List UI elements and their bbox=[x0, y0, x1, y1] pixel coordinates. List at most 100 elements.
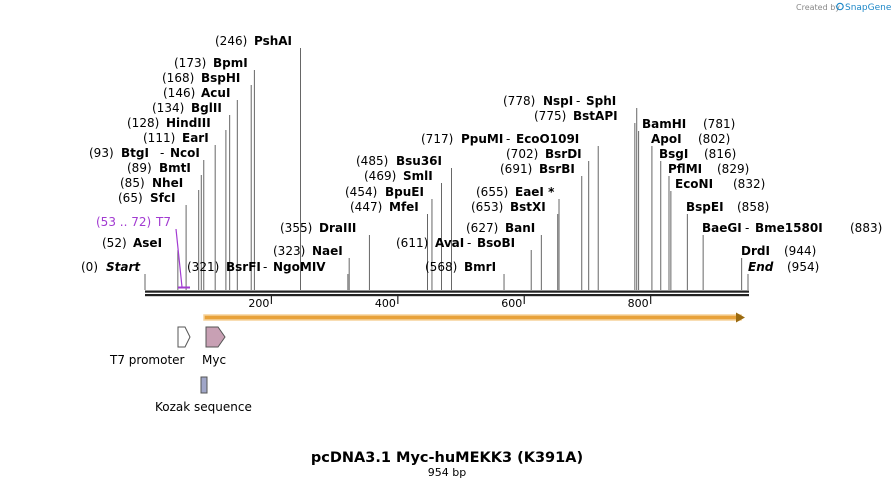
site-position: (944) bbox=[784, 244, 816, 258]
site-position: (89) bbox=[127, 161, 152, 175]
ruler: 200 400 600 800 bbox=[248, 296, 652, 310]
site-naei[interactable]: (323) NaeI bbox=[273, 244, 343, 258]
site-position: (816) bbox=[704, 147, 736, 161]
site-pflmi[interactable]: (829) PflMI bbox=[668, 162, 749, 176]
site-bsphi[interactable]: (168) BspHI bbox=[162, 71, 240, 85]
site-position: (568) bbox=[425, 260, 457, 274]
site-sfci[interactable]: (65) SfcI bbox=[118, 191, 175, 205]
ruler-tick-label: 800 bbox=[628, 297, 649, 310]
site-enzyme-name: BglII bbox=[191, 101, 222, 115]
map-subtitle: 954 bp bbox=[428, 466, 466, 479]
site-bani[interactable]: (627) BanI bbox=[466, 221, 535, 235]
site-position: (173) bbox=[174, 56, 206, 70]
site-eari[interactable]: (111) EarI bbox=[143, 131, 209, 145]
site-eaei-[interactable]: (655) EaeI * bbox=[476, 185, 555, 199]
site-enzyme-name: PflMI bbox=[668, 162, 702, 176]
site-position: (246) bbox=[215, 34, 247, 48]
site-bstapi[interactable]: (775) BstAPI bbox=[534, 109, 618, 123]
site-position: (168) bbox=[162, 71, 194, 85]
site-enzyme-name: BanI bbox=[505, 221, 535, 235]
end-position: (954) bbox=[787, 260, 819, 274]
site-asei[interactable]: (52) AseI bbox=[102, 236, 162, 250]
start-position: (0) bbox=[81, 260, 98, 274]
site-drdi[interactable]: (944) DrdI bbox=[741, 244, 816, 258]
site-hindiii[interactable]: (128) HindIII bbox=[127, 116, 211, 130]
snapgene-branding: Created by SnapGene bbox=[796, 2, 892, 13]
ruler-tick-label: 200 bbox=[248, 297, 269, 310]
site-bsu36i[interactable]: (485) Bsu36I bbox=[356, 154, 442, 168]
site-enzyme-name: BspEI bbox=[686, 200, 724, 214]
site-position: (653) bbox=[471, 200, 503, 214]
kozak-box-icon bbox=[200, 376, 208, 394]
site-enzyme-name: HindIII bbox=[166, 116, 211, 130]
site-ppumi[interactable]: (717) PpuMI - EcoO109I bbox=[421, 132, 579, 146]
site-bspei[interactable]: (858) BspEI bbox=[686, 200, 769, 214]
primer-position: (53 .. 72) bbox=[96, 215, 151, 229]
backbone-top-strand bbox=[145, 290, 749, 293]
site-position: (627) bbox=[466, 221, 498, 235]
site-bmri[interactable]: (568) BmrI bbox=[425, 260, 496, 274]
site-position: (858) bbox=[737, 200, 769, 214]
site-enzyme-name-secondary: EcoO109I bbox=[516, 132, 579, 146]
site-acui[interactable]: (146) AcuI bbox=[163, 86, 230, 100]
site-position: (611) bbox=[396, 236, 428, 250]
site-nspi[interactable]: (778) NspI - SphI bbox=[503, 94, 616, 108]
feature-label-kozak: Kozak sequence bbox=[155, 400, 252, 414]
site-bamhi[interactable]: (781) BamHI bbox=[642, 117, 735, 131]
site-enzyme-name: BstAPI bbox=[573, 109, 618, 123]
site-enzyme-name-secondary: BsoBI bbox=[477, 236, 515, 250]
site-position: (447) bbox=[350, 200, 382, 214]
site-enzyme-name: NspI bbox=[543, 94, 573, 108]
site-mfei[interactable]: (447) MfeI bbox=[350, 200, 419, 214]
site-leader-lines bbox=[144, 48, 749, 290]
site-bpmi[interactable]: (173) BpmI bbox=[174, 56, 248, 70]
site-enzyme-name: BstXI bbox=[510, 200, 546, 214]
orf-arrow[interactable] bbox=[203, 312, 745, 323]
site-position: (883) bbox=[850, 221, 882, 235]
feature-t7-promoter[interactable]: T7 promoter bbox=[109, 326, 191, 367]
site-bmti[interactable]: (89) BmtI bbox=[127, 161, 191, 175]
site-position: (775) bbox=[534, 109, 566, 123]
site-baegi[interactable]: (883) BaeGI - Bme1580I bbox=[702, 221, 882, 235]
feature-myc[interactable]: Myc bbox=[202, 326, 226, 367]
site-draiii[interactable]: (355) DraIII bbox=[280, 221, 356, 235]
t7-promoter-arrow-icon bbox=[177, 326, 191, 348]
site-position: (454) bbox=[345, 185, 377, 199]
site-smli[interactable]: (469) SmlI bbox=[364, 169, 433, 183]
branding-name: SnapGene bbox=[845, 3, 892, 13]
site-avai[interactable]: (611) AvaI - BsoBI bbox=[396, 236, 515, 250]
site-enzyme-name: BsrBI bbox=[539, 162, 575, 176]
site-position: (323) bbox=[273, 244, 305, 258]
site-position: (52) bbox=[102, 236, 127, 250]
site-enzyme-name: SfcI bbox=[150, 191, 175, 205]
site-nhei[interactable]: (85) NheI bbox=[120, 176, 183, 190]
site-name-separator: - bbox=[576, 94, 580, 108]
site-econi[interactable]: (832) EcoNI bbox=[675, 177, 765, 191]
primer-t7[interactable]: (53 .. 72) T7 bbox=[96, 215, 190, 289]
site-bstxi[interactable]: (653) BstXI bbox=[471, 200, 546, 214]
start-name: Start bbox=[106, 260, 141, 274]
site-enzyme-name: BamHI bbox=[642, 117, 686, 131]
site-bsgi[interactable]: (816) BsgI bbox=[659, 147, 736, 161]
end-name: End bbox=[748, 260, 774, 274]
orf-body bbox=[203, 314, 742, 321]
site-position: (355) bbox=[280, 221, 312, 235]
ruler-tick-label: 600 bbox=[501, 297, 522, 310]
site-enzyme-name-secondary: Bme1580I bbox=[755, 221, 823, 235]
site-bsrdi[interactable]: (702) BsrDI bbox=[506, 147, 582, 161]
site-apoi[interactable]: (802) ApoI bbox=[651, 132, 730, 146]
site-bglii[interactable]: (134) BglII bbox=[152, 101, 222, 115]
site-bsrbi[interactable]: (691) BsrBI bbox=[500, 162, 575, 176]
site-enzyme-name: EaeI * bbox=[515, 185, 555, 199]
site-bsrfi[interactable]: (321) BsrFI - NgoMIV bbox=[187, 260, 326, 274]
site-enzyme-name-secondary: NgoMIV bbox=[273, 260, 326, 274]
site-enzyme-name-secondary: NcoI bbox=[170, 146, 200, 160]
site-btgi[interactable]: (93) BtgI - NcoI bbox=[89, 146, 200, 160]
site-enzyme-name: BpmI bbox=[213, 56, 248, 70]
feature-kozak[interactable]: Kozak sequence bbox=[155, 376, 252, 414]
site-bpuei[interactable]: (454) BpuEI bbox=[345, 185, 424, 199]
primer-leader bbox=[175, 228, 183, 288]
site-position: (829) bbox=[717, 162, 749, 176]
site-pshai[interactable]: (246) PshAI bbox=[215, 34, 292, 48]
site-enzyme-name: EarI bbox=[182, 131, 209, 145]
